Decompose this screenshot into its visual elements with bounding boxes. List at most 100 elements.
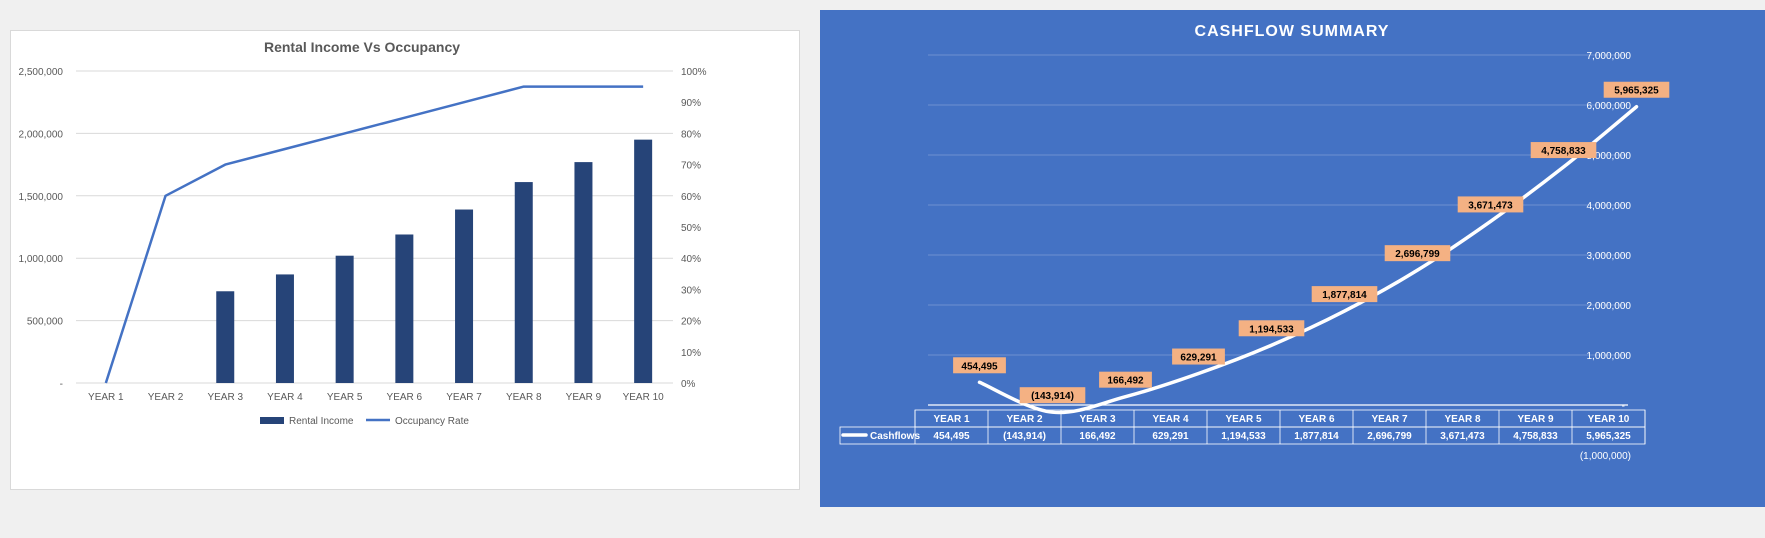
secondary-axis-tick-label: 100% [681,67,707,78]
rental-income-chart-panel: Rental Income Vs Occupancy - 500,000 1,000,… [10,30,800,490]
table-value-cell: 1,194,533 [1221,431,1266,442]
y-axis-tick-label: 7,000,000 [1587,51,1632,62]
legend-label-cashflows: Cashflows [870,431,920,442]
secondary-axis-tick-label: 60% [681,192,701,203]
y-axis-tick-label: 4,000,000 [1587,201,1632,212]
x-axis-tick-label: YEAR 4 [267,392,303,403]
cashflow-summary-chart-panel: CASHFLOW SUMMARY (1,000,000) - 1,000,000 2,0… [820,10,1765,507]
rental-income-bar [335,255,354,383]
data-label: 1,194,533 [1238,320,1305,337]
data-label: 3,671,473 [1457,196,1524,213]
data-label-text: 5,965,325 [1614,86,1659,97]
rental-income-bar [216,291,235,383]
rental-income-vs-occupancy-chart: Rental Income Vs Occupancy - 500,000 1,000,… [19,39,707,427]
secondary-axis-tick-label: 10% [681,348,701,359]
data-label-box [1457,196,1524,213]
table-header-cell: YEAR 4 [1152,414,1189,425]
chart-title: CASHFLOW SUMMARY [1195,23,1390,40]
table-value-cell: 629,291 [1152,431,1189,442]
x-axis-tick-label: YEAR 7 [446,392,482,403]
y-axis-tick-label: 1,000,000 [1587,351,1632,362]
secondary-axis-tick-label: 20% [681,317,701,328]
data-label-text: 454,495 [961,361,998,372]
table-value-cell: 4,758,833 [1513,431,1558,442]
table-value-cell: 3,671,473 [1440,431,1485,442]
data-label: 5,965,325 [1603,81,1670,98]
x-axis-tick-label: YEAR 8 [506,392,542,403]
data-label: 454,495 [953,357,1006,374]
x-axis-tick-label: YEAR 5 [327,392,363,403]
table-header-cell: YEAR 10 [1588,414,1630,425]
data-label: 1,877,814 [1311,286,1378,303]
data-label-box [1311,286,1378,303]
y-axis-tick-label: 1,500,000 [19,192,64,203]
data-label: 4,758,833 [1530,142,1597,159]
x-axis-tick-label: YEAR 2 [148,392,184,403]
y-axis-tick-label: 2,000,000 [19,129,64,140]
data-label-text: 166,492 [1107,376,1144,387]
data-label-box [1099,371,1152,388]
legend-label-rental-income: Rental Income [289,416,354,427]
rental-income-bar [395,234,414,383]
table-value-cell: 166,492 [1079,431,1116,442]
chart-title: Rental Income Vs Occupancy [264,39,460,55]
table-header-cell: YEAR 6 [1298,414,1335,425]
data-label: 629,291 [1172,348,1225,365]
data-label-text: 1,877,814 [1322,290,1367,301]
y-axis-tick-label: 6,000,000 [1587,101,1632,112]
data-label-text: 629,291 [1180,353,1217,364]
secondary-axis-tick-label: 50% [681,223,701,234]
secondary-axis-tick-label: 80% [681,129,701,140]
x-axis-tick-label: YEAR 6 [387,392,423,403]
data-label-text: 2,696,799 [1395,249,1440,260]
y-axis-tick-label: 5,000,000 [1587,151,1632,162]
x-axis-tick-label: YEAR 1 [88,392,124,403]
data-label-box [1238,320,1305,337]
data-label: 2,696,799 [1384,245,1451,262]
data-label-box [1172,348,1225,365]
y-axis-tick-label: - [1622,401,1625,412]
data-label-text: 4,758,833 [1541,146,1586,157]
table-value-cell: 454,495 [933,431,970,442]
rental-income-bar [514,182,533,383]
y-axis-tick-label: 2,000,000 [1587,301,1632,312]
cashflows-line [977,104,1639,415]
data-label: (143,914) [1019,387,1086,404]
rental-income-bar [574,162,593,383]
table-header-cell: YEAR 9 [1517,414,1554,425]
y-axis-tick-label: 1,000,000 [19,254,64,265]
x-axis-tick-label: YEAR 3 [207,392,243,403]
secondary-axis-tick-label: 40% [681,254,701,265]
data-label-text: 1,194,533 [1249,324,1294,335]
y-axis-tick-label: 2,500,000 [19,67,64,78]
table-value-cell: 5,965,325 [1586,431,1631,442]
table-value-cell: 1,877,814 [1294,431,1339,442]
data-label-text: (143,914) [1031,391,1074,402]
table-value-cell: (143,914) [1003,431,1046,442]
table-header-cell: YEAR 3 [1079,414,1116,425]
rental-income-bar [455,209,474,383]
x-axis-tick-label: YEAR 9 [566,392,602,403]
secondary-axis-tick-label: 0% [681,379,696,390]
y-axis-tick-label: - [60,379,63,390]
table-header-cell: YEAR 7 [1371,414,1408,425]
data-table: YEAR 1 454,495 YEAR 2 (143,914) YEAR 3 166,49… [839,409,1646,445]
data-label-text: 3,671,473 [1468,200,1513,211]
secondary-axis-tick-label: 30% [681,285,701,296]
data-label-box [1530,142,1597,159]
cashflow-summary-chart: CASHFLOW SUMMARY (1,000,000) - 1,000,000 2,0… [839,23,1670,462]
table-header-cell: YEAR 5 [1225,414,1262,425]
data-label-box [1019,387,1086,404]
x-axis-tick-label: YEAR 10 [623,392,665,403]
y-axis-tick-label: 3,000,000 [1587,251,1632,262]
secondary-axis-tick-label: 70% [681,161,701,172]
data-label-box [1603,81,1670,98]
rental-income-bar [275,274,294,383]
y-axis-tick-label: (1,000,000) [1580,451,1631,462]
occupancy-rate-line [104,85,644,384]
table-header-cell: YEAR 1 [933,414,970,425]
data-label-box [953,357,1006,374]
legend-label-occupancy-rate: Occupancy Rate [395,416,469,427]
data-label-box [1384,245,1451,262]
legend-swatch-rental-income [260,417,284,424]
